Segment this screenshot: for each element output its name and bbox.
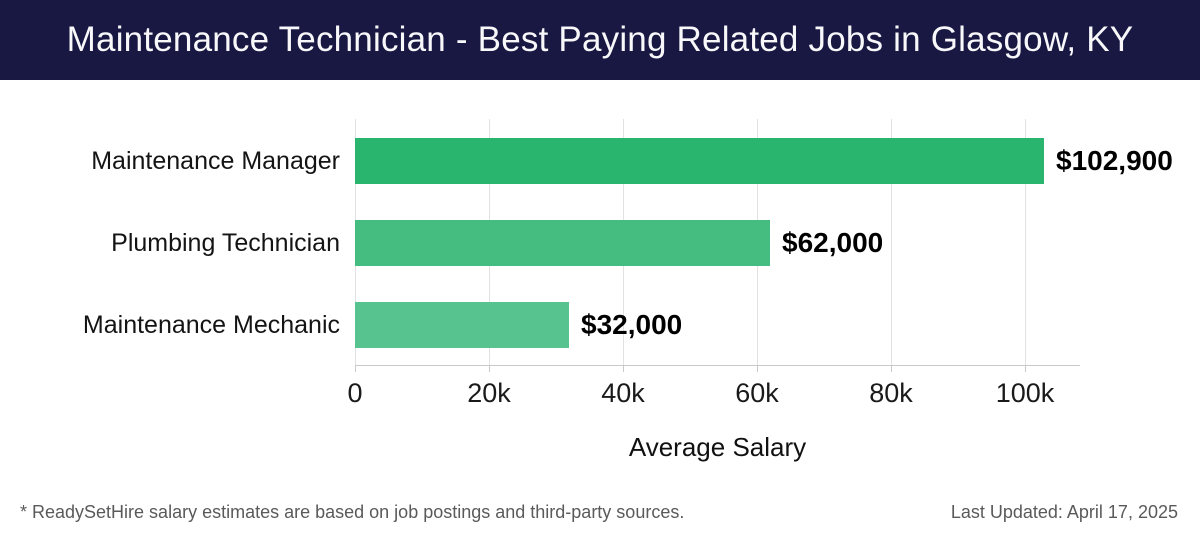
- value-label: $102,900: [1056, 145, 1173, 176]
- x-tick-label: 0: [347, 378, 363, 408]
- x-tick-mark: [623, 365, 624, 372]
- x-tick-mark: [355, 365, 356, 372]
- gridline: [1025, 119, 1026, 365]
- value-label: $62,000: [782, 227, 884, 258]
- value-label: $32,000: [581, 309, 683, 340]
- x-tick-mark: [891, 365, 892, 372]
- x-tick-label: 20k: [467, 378, 511, 408]
- page-title: Maintenance Technician - Best Paying Rel…: [66, 20, 1134, 59]
- x-axis-line: [355, 365, 1080, 366]
- x-tick-mark: [1025, 365, 1026, 372]
- footer-note: * ReadySetHire salary estimates are base…: [20, 502, 685, 522]
- x-tick-label: 100k: [995, 378, 1055, 408]
- gridline: [891, 119, 892, 365]
- bar: [355, 220, 770, 266]
- category-label: Plumbing Technician: [111, 229, 340, 257]
- bar: [355, 302, 569, 348]
- bar: [355, 138, 1044, 184]
- x-tick-label: 40k: [601, 378, 645, 408]
- x-tick-mark: [489, 365, 490, 372]
- x-tick-label: 80k: [869, 378, 913, 408]
- category-label: Maintenance Manager: [91, 147, 340, 175]
- x-tick-label: 60k: [735, 378, 779, 408]
- footer-last-updated: Last Updated: April 17, 2025: [950, 502, 1178, 522]
- category-label: Maintenance Mechanic: [82, 311, 340, 339]
- x-axis-title: Average Salary: [628, 432, 807, 462]
- x-tick-mark: [757, 365, 758, 372]
- header-banner: Maintenance Technician - Best Paying Rel…: [0, 0, 1200, 80]
